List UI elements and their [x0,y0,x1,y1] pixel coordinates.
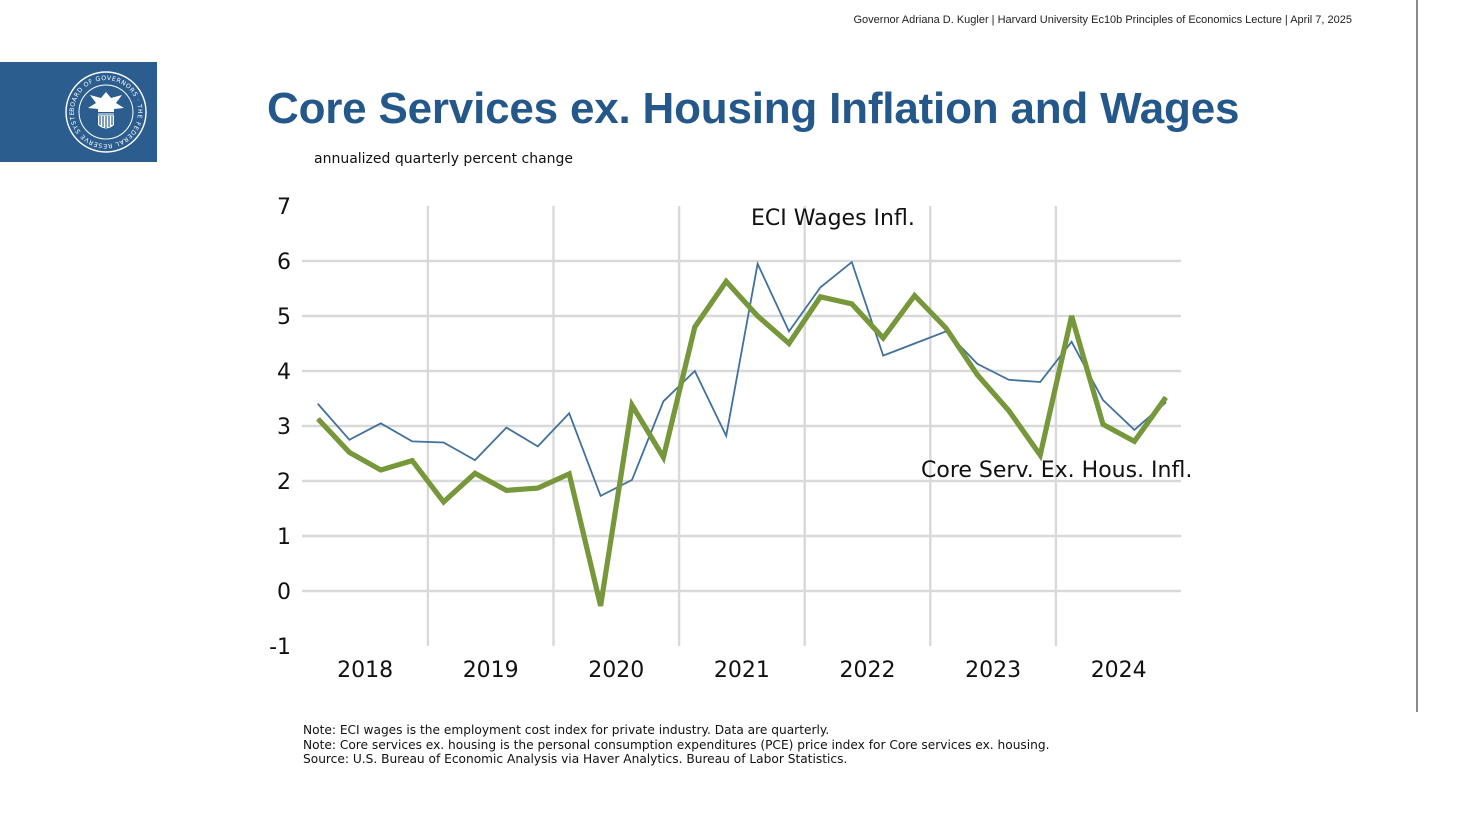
data-point [882,337,884,339]
data-point [1039,454,1041,456]
x-tick-label: 2018 [337,658,393,683]
x-tick-label: 2022 [840,658,896,683]
data-point [882,355,884,357]
data-point [725,435,727,437]
note-line-core: Note: Core services ex. housing is the p… [303,737,1050,752]
data-point [317,403,319,405]
data-point [945,330,947,332]
data-point [600,495,602,497]
y-tick-label: -1 [269,635,291,660]
data-point [380,469,382,471]
data-point [757,263,759,265]
y-tick-label: 7 [277,195,291,220]
grid-layer [302,206,1181,646]
data-point [600,605,602,607]
data-point [1165,396,1167,398]
data-point [317,418,319,420]
data-point [662,400,665,402]
x-tick-label: 2021 [714,658,770,683]
data-point [662,456,665,458]
note-line-eci: Note: ECI wages is the employment cost i… [303,723,830,737]
data-point [976,363,979,365]
data-point [1071,341,1073,343]
y-tick-label: 6 [277,250,291,275]
data-point [694,326,696,328]
series-line-core-services [316,277,1168,607]
data-point [443,441,445,444]
data-point [348,451,350,453]
y-tick-label: 4 [277,360,291,385]
y-axis-ticks: -1 0 1 2 3 4 5 6 7 [269,195,291,660]
data-point [819,296,822,298]
note-line-source: Source: U.S. Bureau of Economic Analysis… [303,752,848,766]
chart-subtitle: annualized quarterly percent change [314,151,574,167]
data-point [1071,315,1073,317]
data-point [945,327,947,329]
data-point [537,445,539,447]
x-tick-label: 2020 [588,658,644,683]
logo-block: BOARD OF GOVERNORS · THE FEDERAL RESERVE… [0,62,157,162]
data-point [505,489,507,491]
data-point [694,370,696,372]
y-tick-label: 0 [277,580,291,605]
series-label-eci-wages: ECI Wages Infl. [751,206,915,231]
series-line-eci-wages [317,260,1167,498]
data-point [914,342,916,345]
x-tick-label: 2024 [1091,658,1147,683]
data-point [631,479,633,481]
right-border-rule [1416,0,1418,712]
notes-block: Note: ECI wages is the employment cost i… [303,723,1050,767]
data-point [474,459,476,461]
point-layer [317,261,1167,607]
data-point [474,472,476,474]
data-point [1165,401,1167,403]
data-point [537,487,539,489]
data-point [757,315,759,317]
data-point [568,473,570,475]
data-point [1102,423,1104,425]
y-tick-label: 2 [277,470,291,495]
x-tick-label: 2023 [965,658,1021,683]
data-point [1008,410,1010,412]
data-point [788,342,790,345]
x-tick-label: 2019 [463,658,519,683]
data-point [348,439,350,441]
data-point [725,280,727,282]
y-tick-label: 3 [277,415,291,440]
data-point [411,440,413,442]
page-title: Core Services ex. Housing Inflation and … [267,84,1240,133]
data-point [851,261,853,263]
federal-reserve-seal-icon: BOARD OF GOVERNORS · THE FEDERAL RESERVE… [64,70,147,153]
y-tick-label: 1 [277,525,291,550]
y-tick-label: 5 [277,305,291,330]
data-point [411,460,413,462]
data-point [380,422,382,424]
data-point [1133,440,1135,442]
data-point [631,404,633,406]
data-point [976,374,979,376]
data-point [1102,399,1104,401]
data-point [568,412,570,414]
data-point [788,330,790,332]
data-point [505,427,507,429]
data-point [1133,429,1135,431]
data-point [1039,381,1041,383]
data-point [443,501,445,503]
data-point [851,303,853,305]
x-axis-ticks: 2018 2019 2020 2021 2022 2023 2024 [337,658,1147,683]
series-layer [316,260,1168,607]
data-point [914,295,916,297]
data-point [1008,379,1010,381]
series-label-core-services: Core Serv. Ex. Hous. Infl. [921,458,1192,483]
header-citation: Governor Adriana D. Kugler | Harvard Uni… [853,14,1352,26]
data-point [819,286,822,288]
